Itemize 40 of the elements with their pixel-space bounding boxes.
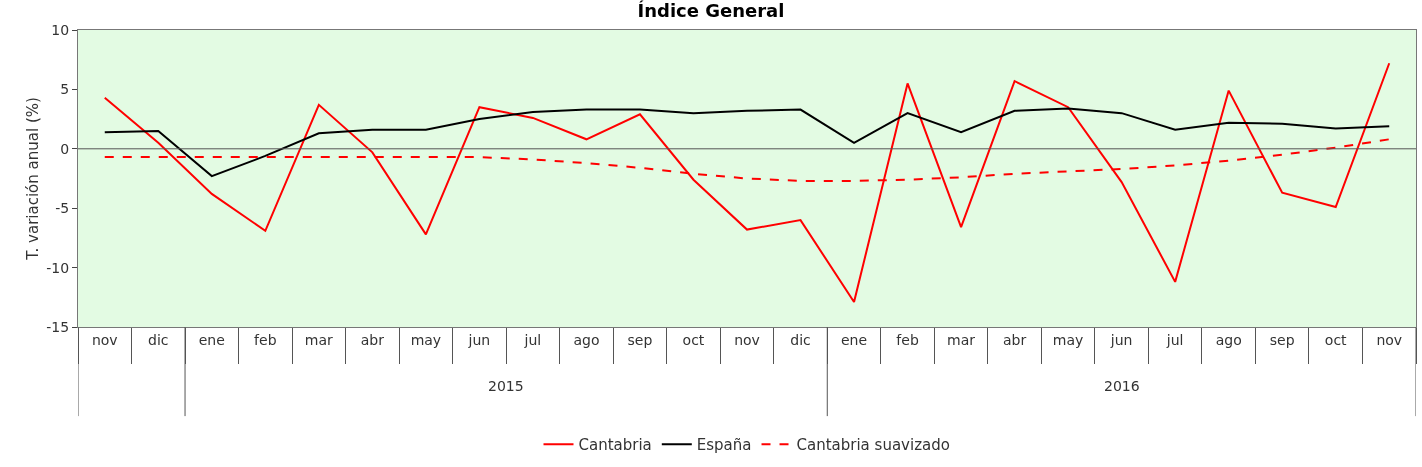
y-axis-title: T. variación anual (%) — [24, 97, 42, 261]
x-tick-label: feb — [896, 331, 919, 348]
y-tick-label: 5 — [60, 81, 70, 98]
x-tick-label: feb — [254, 331, 277, 348]
line-series — [103, 62, 1391, 304]
x-tick-label: may — [1052, 331, 1084, 348]
legend-label: Cantabria suavizado — [796, 436, 950, 455]
chart-title: Índice General — [637, 0, 785, 22]
x-tick-label: may — [410, 331, 442, 348]
text: 2016 — [1104, 378, 1140, 394]
x-tick-label: ago — [573, 331, 600, 348]
x-tick-label: ago — [1215, 331, 1242, 348]
x-tick-label: ene — [840, 331, 868, 348]
line-series — [103, 107, 1391, 178]
x-tick-label: nov — [91, 331, 118, 348]
legend-label: España — [696, 436, 752, 455]
x-tick-label: nov — [1376, 331, 1403, 348]
legend-label: Cantabria — [578, 436, 652, 455]
x-tick-label: nov — [734, 331, 760, 348]
x-tick-label: dic — [790, 331, 811, 348]
x-tick-label: sep — [1269, 331, 1295, 348]
y-tick-label: -15 — [46, 318, 70, 335]
x-tick-label: jul — [523, 331, 542, 348]
x-tick-label: sep — [627, 331, 653, 348]
x-tick-label: jul — [1165, 331, 1184, 348]
x-tick-label: abr — [1002, 331, 1027, 348]
x-tick-label: jun — [1109, 331, 1133, 348]
y-tick-label: 0 — [60, 140, 70, 157]
x-tick-label: abr — [360, 331, 385, 348]
x-tick-label: oct — [682, 331, 705, 348]
x-tick-label: mar — [304, 331, 334, 348]
text: 2015 — [488, 378, 524, 394]
x-tick-label: oct — [1324, 331, 1348, 348]
y-tick-label: -10 — [46, 259, 70, 276]
y-tick-label: 10 — [51, 21, 70, 38]
x-tick-label: ene — [198, 331, 225, 348]
y-tick-label: -5 — [55, 200, 70, 217]
x-tick-label: mar — [947, 331, 976, 348]
x-tick-label: dic — [148, 331, 169, 348]
x-tick-label: jun — [467, 331, 491, 348]
